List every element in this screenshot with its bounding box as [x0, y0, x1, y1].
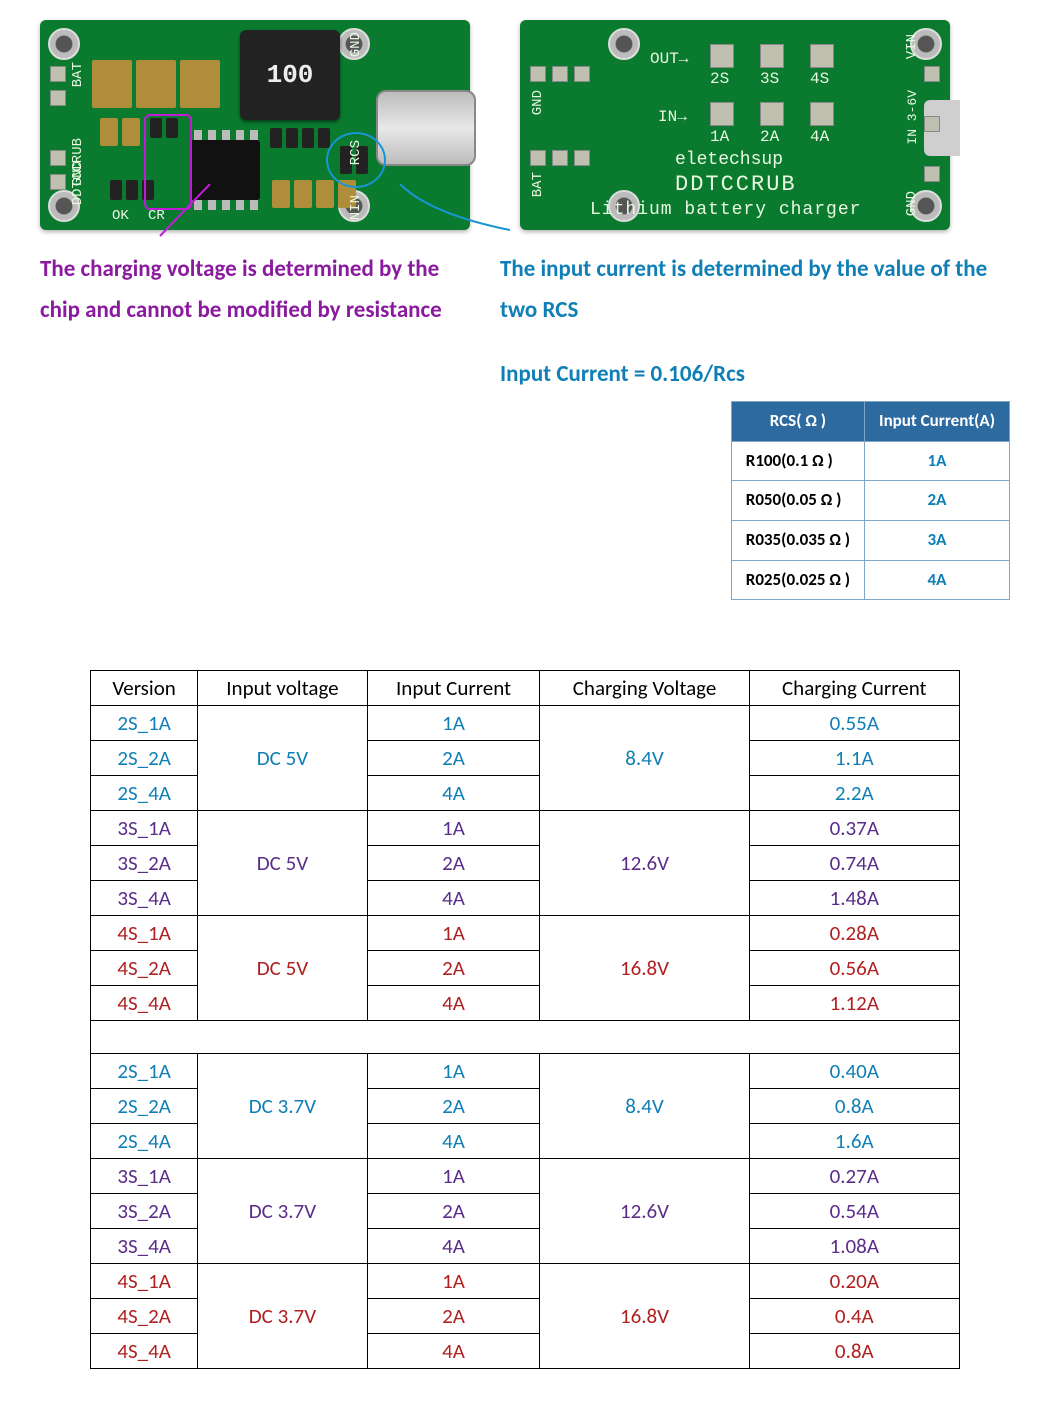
label-in: IN→ — [658, 108, 687, 126]
label-bat-back: BAT — [530, 172, 546, 197]
table-row: 4S_1ADC 5V1A16.8V0.28A — [91, 916, 960, 951]
annotation-blue: The input current is determined by the v… — [500, 249, 1010, 600]
rcs-th: Input Current(A) — [865, 402, 1010, 442]
main-th: Charging Voltage — [540, 671, 749, 706]
table-row: 4S_1ADC 3.7V1A16.8V0.20A — [91, 1264, 960, 1299]
label-ok: OK — [112, 208, 129, 224]
rcs-td: 1A — [865, 441, 1010, 481]
label-brand: eletechsup — [675, 150, 783, 170]
label-gnd-l: GND — [70, 161, 86, 186]
main-th: Input Current — [367, 671, 540, 706]
label-gnd-r-back: GND — [904, 191, 920, 216]
main-table: VersionInput voltageInput CurrentChargin… — [90, 670, 960, 1369]
label-bat: BAT — [70, 62, 86, 87]
rcs-td: 3A — [865, 520, 1010, 560]
rcs-td: R050(0.05 Ω ) — [731, 481, 864, 521]
highlight-rcs — [326, 132, 386, 188]
main-th: Version — [91, 671, 198, 706]
rcs-td: 4A — [865, 560, 1010, 600]
label-vin: VIN — [904, 34, 920, 59]
inductor: 100 — [240, 30, 340, 120]
rcs-table: RCS( Ω )Input Current(A)R100(0.1 Ω )1AR0… — [731, 401, 1010, 600]
annot-blue-line2: Input Current = 0.106/Rcs — [500, 354, 1010, 395]
rcs-td: R035(0.035 Ω ) — [731, 520, 864, 560]
rcs-td: R025(0.025 Ω ) — [731, 560, 864, 600]
main-th: Charging Current — [749, 671, 959, 706]
out-3s: 3S — [760, 70, 779, 88]
table-row: 2S_1ADC 5V1A8.4V0.55A — [91, 706, 960, 741]
label-in36v: IN 3-6V — [905, 90, 920, 145]
main-th: Input voltage — [198, 671, 367, 706]
label-cr: CR — [148, 208, 165, 224]
table-row: 3S_1ADC 3.7V1A12.6V0.27A — [91, 1159, 960, 1194]
out-2s: 2S — [710, 70, 729, 88]
table-row: 3S_1ADC 5V1A12.6V0.37A — [91, 811, 960, 846]
table-row: 2S_1ADC 3.7V1A8.4V0.40A — [91, 1054, 960, 1089]
label-gnd-r: GND — [348, 32, 364, 57]
annotation-purple: The charging voltage is determined by th… — [40, 249, 480, 332]
rcs-th: RCS( Ω ) — [731, 402, 864, 442]
pcb-front: BAT DDTCCRUB 100 OK CR GND RCS NIN GND — [40, 20, 470, 230]
label-out: OUT→ — [650, 50, 688, 68]
annot-blue-line1: The input current is determined by the v… — [500, 249, 1010, 332]
label-desc: Lithium battery charger — [590, 200, 861, 220]
label-model: DDTCCRUB — [675, 172, 797, 197]
usb-c-port — [376, 90, 476, 166]
pcb-row: BAT DDTCCRUB 100 OK CR GND RCS NIN GND — [40, 20, 1010, 230]
label-nin: NIN — [348, 195, 364, 220]
out-4s: 4S — [810, 70, 829, 88]
highlight-chip — [144, 114, 192, 210]
in-1a: 1A — [710, 128, 729, 146]
pcb-back: GND BAT OUT→ 2S 3S 4S IN→ 1A 2A 4A elete… — [520, 20, 950, 230]
label-gnd-l-back: GND — [530, 90, 546, 115]
in-4a: 4A — [810, 128, 829, 146]
table-spacer — [91, 1021, 960, 1054]
in-2a: 2A — [760, 128, 779, 146]
rcs-td: 2A — [865, 481, 1010, 521]
rcs-td: R100(0.1 Ω ) — [731, 441, 864, 481]
